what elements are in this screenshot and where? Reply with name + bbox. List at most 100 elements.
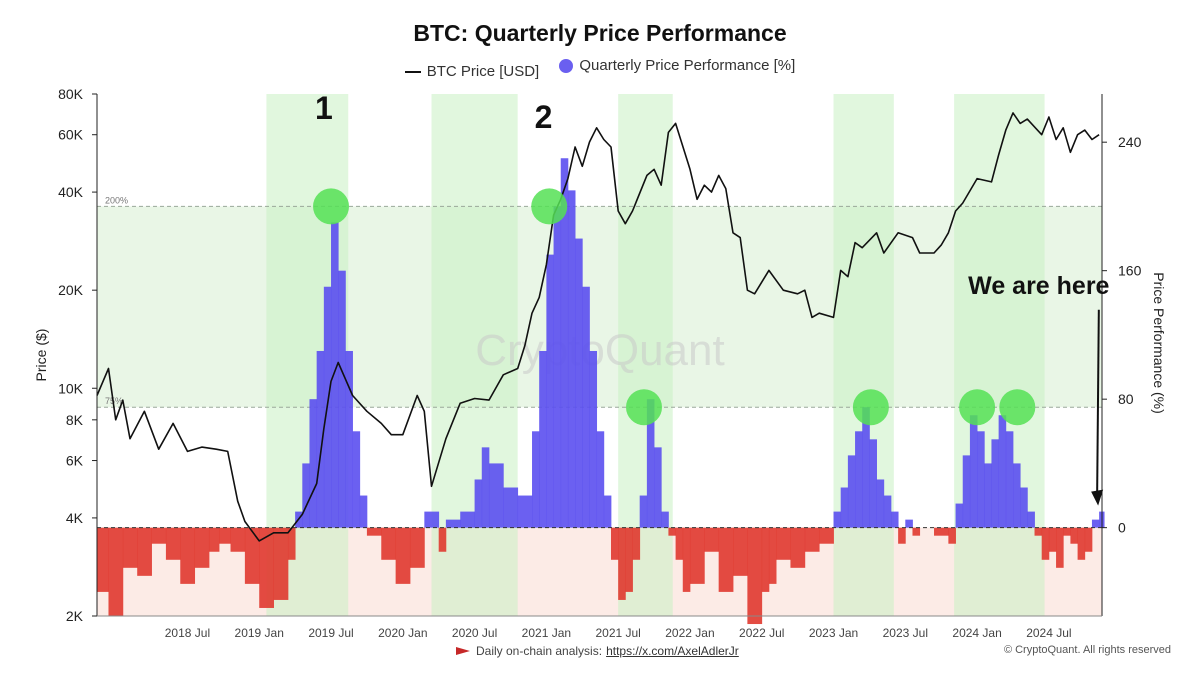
performance-bar: [998, 415, 1007, 528]
legend-label-price: BTC Price [USD]: [426, 63, 540, 80]
legend-item-price[interactable]: BTC Price [USD]: [404, 63, 540, 80]
performance-bar: [230, 527, 246, 552]
x-tick-label: 2019 Jan: [235, 626, 284, 640]
performance-bar: [1005, 431, 1014, 528]
highlight-period-3: [833, 94, 894, 616]
performance-bar: [553, 206, 562, 528]
performance-bar: [876, 479, 885, 528]
performance-bar: [819, 527, 834, 544]
peak-marker-4: [959, 389, 996, 426]
performance-bar: [151, 527, 167, 544]
performance-bar: [194, 527, 210, 568]
performance-bar: [776, 527, 791, 560]
performance-bar: [618, 527, 626, 600]
threshold-label-1: 75%: [105, 396, 123, 406]
performance-bar: [1091, 519, 1100, 528]
performance-bar: [718, 527, 734, 592]
performance-bar: [97, 527, 109, 592]
performance-bar: [219, 527, 231, 544]
performance-bar: [560, 158, 569, 528]
price-line: [96, 112, 1100, 542]
performance-bar: [352, 431, 361, 528]
performance-bar: [847, 455, 856, 528]
performance-bar: [567, 190, 576, 528]
annotation-1: 1: [315, 90, 333, 126]
x-tick-label: 2022 Jan: [665, 626, 714, 640]
performance-bar: [108, 527, 124, 616]
performance-bar: [1034, 527, 1043, 536]
performance-bar: [890, 511, 899, 528]
annotation-2: 2: [535, 99, 553, 135]
performance-bar: [165, 527, 181, 560]
right-tick-label: 0: [1118, 520, 1126, 536]
performance-bar: [381, 527, 397, 560]
performance-bar: [862, 407, 870, 528]
band-75-200: [97, 206, 1102, 408]
performance-bar: [338, 270, 346, 528]
performance-bar: [661, 511, 669, 528]
performance-bar: [532, 431, 540, 528]
x-tick-label: 2021 Jan: [522, 626, 571, 640]
left-tick-label: 4K: [66, 510, 84, 526]
x-tick-label: 2023 Jan: [809, 626, 858, 640]
performance-bar: [582, 286, 590, 528]
performance-bar: [668, 527, 676, 536]
left-tick-label: 10K: [58, 380, 84, 396]
peak-marker-2: [626, 389, 663, 426]
performance-bar: [977, 431, 985, 528]
performance-bar: [546, 254, 554, 528]
right-tick-label: 160: [1118, 263, 1142, 279]
right-tick-label: 240: [1118, 134, 1142, 150]
left-tick-label: 20K: [58, 282, 84, 298]
performance-bar: [409, 527, 425, 568]
performance-bar: [503, 487, 519, 528]
left-tick-label: 40K: [58, 184, 84, 200]
x-tick-label: 2020 Jan: [378, 626, 427, 640]
performance-bar: [316, 350, 325, 528]
left-tick-label: 2K: [66, 608, 84, 624]
performance-bar: [122, 527, 138, 568]
chart-title: BTC: Quarterly Price Performance: [413, 20, 787, 46]
performance-bar: [654, 447, 662, 528]
legend-label-performance: Quarterly Price Performance [%]: [579, 57, 796, 74]
performance-bar: [855, 431, 863, 528]
right-axis-label: Price Performance (%): [1151, 272, 1167, 414]
performance-bar: [962, 455, 971, 528]
x-tick-label: 2020 Jul: [452, 626, 497, 640]
performance-bar: [646, 399, 655, 528]
x-tick-label: 2024 Jan: [952, 626, 1001, 640]
performance-bar: [460, 511, 475, 528]
x-tick-label: 2019 Jul: [308, 626, 353, 640]
performance-bar: [632, 527, 641, 560]
legend: BTC Price [USD] Quarterly Price Performa…: [0, 57, 1200, 80]
performance-bar: [575, 238, 583, 528]
peak-marker-5: [999, 389, 1036, 426]
left-tick-label: 6K: [66, 453, 84, 469]
performance-bar: [273, 527, 289, 600]
performance-bar: [768, 527, 777, 584]
x-tick-label: 2024 Jul: [1026, 626, 1071, 640]
left-tick-label: 8K: [66, 412, 84, 428]
legend-item-performance[interactable]: Quarterly Price Performance [%]: [559, 57, 795, 74]
footer-source-link[interactable]: https://x.com/AxelAdlerJr: [606, 644, 739, 658]
performance-bar: [331, 222, 339, 528]
performance-bar: [345, 350, 353, 528]
performance-bar: [733, 527, 748, 576]
legend-line-swatch: [404, 70, 421, 73]
performance-bar: [438, 527, 447, 552]
footer-source: Daily on-chain analysis: https://x.com/A…: [456, 644, 739, 658]
performance-bar: [912, 527, 921, 536]
annotation-we-are-here: We are here: [968, 272, 1109, 300]
right-tick-label: 80: [1118, 391, 1134, 407]
performance-bar: [869, 439, 877, 528]
performance-bar: [804, 527, 820, 552]
performance-bar: [682, 527, 691, 592]
performance-bar: [1041, 527, 1050, 560]
performance-bar: [424, 511, 440, 528]
peak-marker-3: [852, 389, 889, 426]
performance-bar: [639, 495, 648, 528]
performance-bar: [1048, 527, 1057, 552]
performance-bar: [539, 350, 547, 528]
performance-bar: [603, 495, 612, 528]
